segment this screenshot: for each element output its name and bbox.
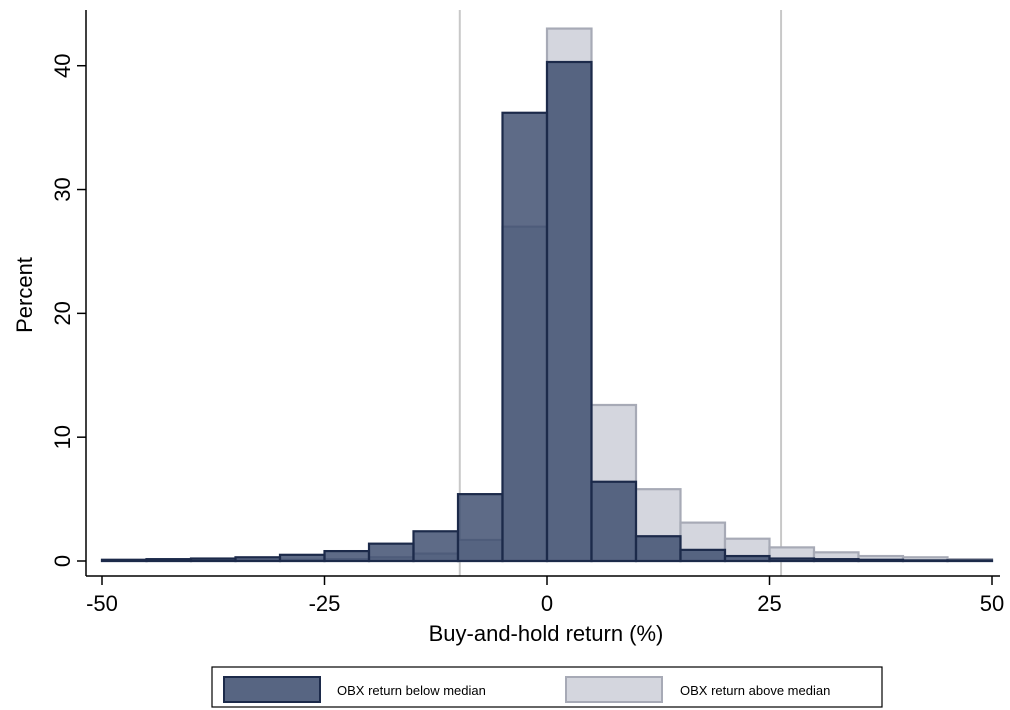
bar-below-median-10 (545, 60, 593, 563)
bar-below-median-8 (456, 493, 504, 563)
x-tick-label: -25 (309, 591, 341, 616)
legend-swatch-above-median (565, 676, 663, 703)
bar-below-median-15 (768, 557, 816, 563)
y-tick-label: 30 (50, 177, 75, 201)
legend-label-below-median: OBX return below median (337, 683, 486, 698)
bar-below-median-4 (278, 553, 326, 563)
bar-below-median-3 (234, 556, 282, 563)
x-tick-label: 25 (757, 591, 781, 616)
bar-below-median-13 (679, 548, 727, 563)
bar-below-median-18 (901, 559, 949, 563)
legend-label-above-median: OBX return above median (680, 683, 830, 698)
bar-below-median-16 (812, 558, 860, 563)
x-tick-label: -50 (86, 591, 118, 616)
bar-below-median-1 (145, 558, 193, 563)
bar-below-median-19 (946, 559, 994, 563)
bar-below-median-0 (100, 558, 148, 563)
y-tick-label: 0 (50, 555, 75, 567)
bar-below-median-7 (412, 530, 460, 563)
bar-below-median-14 (723, 554, 771, 563)
legend: OBX return below median OBX return above… (211, 666, 883, 708)
y-tick-label: 40 (50, 53, 75, 77)
x-tick-label: 50 (980, 591, 1004, 616)
x-axis-ticks: -50 -25 0 25 50 (86, 576, 1004, 616)
y-tick-label: 20 (50, 301, 75, 325)
x-axis-title: Buy-and-hold return (%) (429, 621, 664, 646)
plot-area (100, 10, 994, 576)
bar-below-median-11 (590, 480, 638, 563)
bar-below-median-5 (323, 549, 371, 563)
bar-below-median-9 (501, 111, 549, 563)
bar-below-median-6 (367, 542, 415, 563)
x-tick-label: 0 (541, 591, 553, 616)
y-axis-ticks: 0 10 20 30 40 (50, 53, 86, 567)
legend-box (211, 666, 883, 708)
bar-below-median-2 (189, 557, 237, 563)
y-axis-title: Percent (12, 257, 37, 333)
legend-swatch-below-median (223, 676, 321, 703)
y-tick-label: 10 (50, 425, 75, 449)
bar-below-median-17 (857, 558, 905, 563)
bar-below-median-12 (634, 535, 682, 563)
